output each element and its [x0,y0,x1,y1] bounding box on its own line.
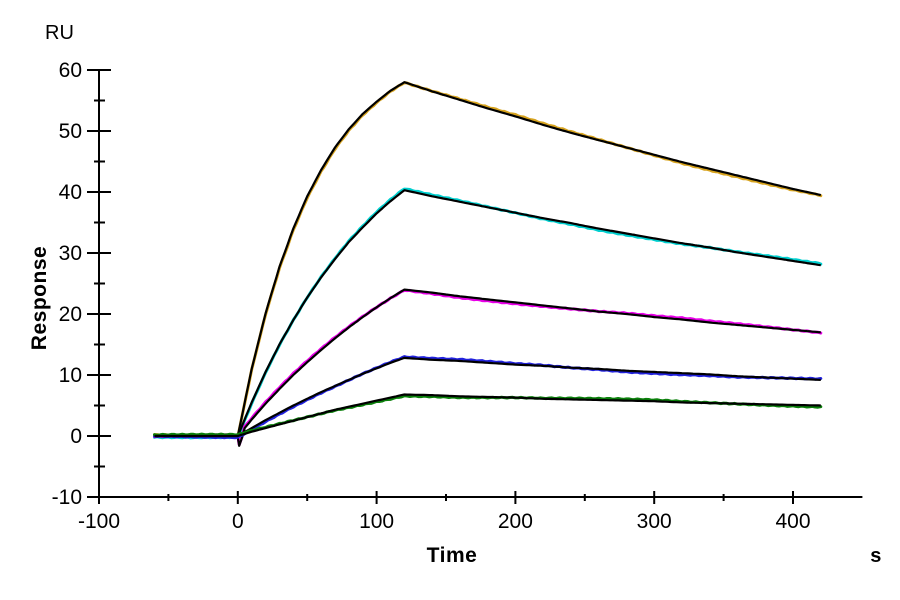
y-tick-label: 50 [59,120,82,143]
trace-4-blue-fit [154,356,821,438]
y-axis-title: Response [28,245,51,351]
trace-1-gold-fit [154,81,822,438]
trace-2-cyan-data [153,187,823,440]
x-tick-label: 0 [232,510,244,533]
trace-4-blue-data [153,355,823,440]
trace-1-gold-data [153,81,823,439]
y-axis-unit-label: RU [45,22,74,44]
trace-3-magenta-fit [154,288,821,447]
x-tick-label: -100 [78,510,120,533]
trace-5-green-fit [154,393,821,438]
x-tick-label: 200 [498,510,533,533]
y-tick-label: 0 [70,425,82,448]
x-axis-title: Time [426,544,478,567]
y-tick-label: 30 [59,242,82,265]
x-axis-unit-label: s [870,545,882,567]
trace-2-cyan-fit [154,189,821,438]
trace-3-magenta-data [153,288,823,447]
x-tick-label: 300 [637,510,672,533]
y-tick-label: 20 [59,303,82,326]
y-tick-label: 40 [59,181,82,204]
x-tick-label: 100 [359,510,394,533]
y-tick-label: -10 [52,486,82,509]
x-tick-label: 400 [775,510,810,533]
y-tick-label: 60 [59,59,82,82]
y-tick-label: 10 [59,364,82,387]
